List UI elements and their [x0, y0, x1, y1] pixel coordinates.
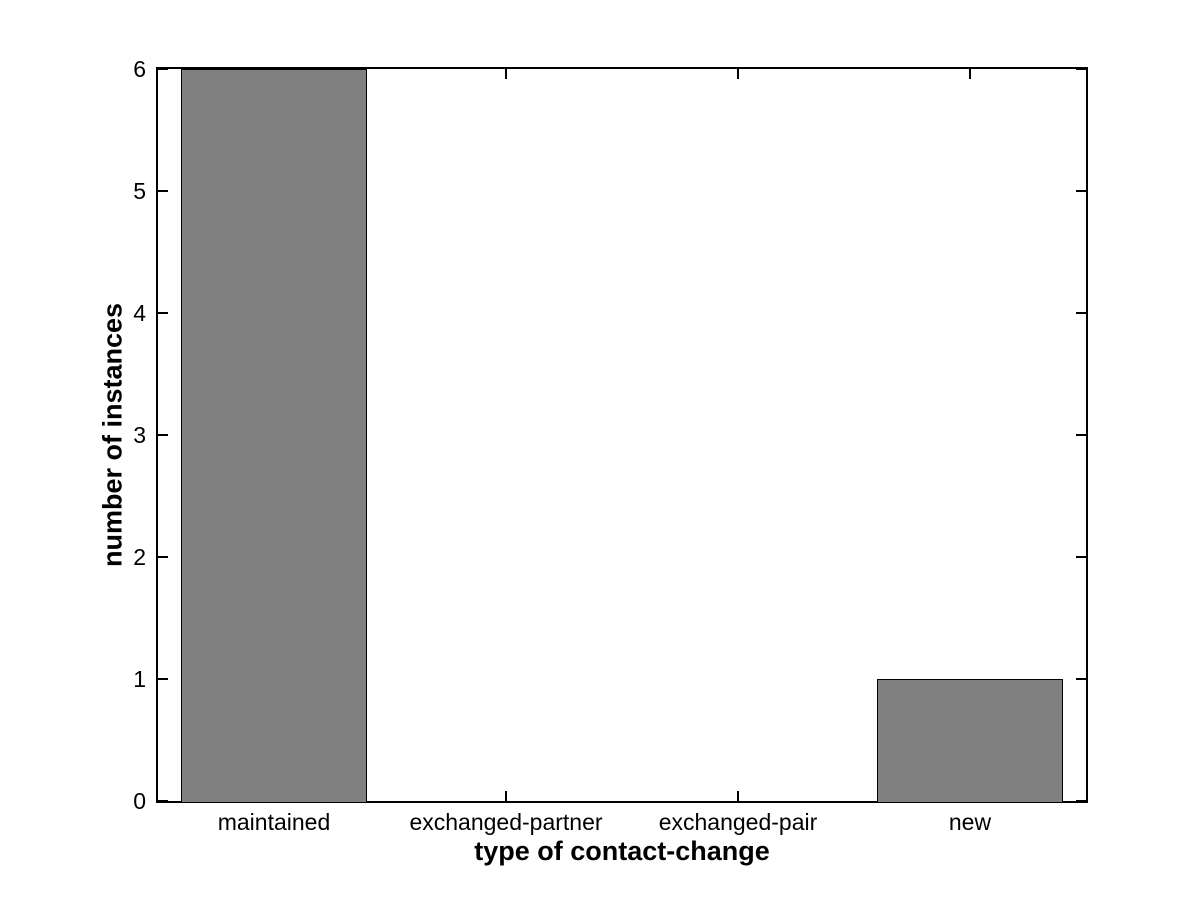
- x-tick-top-new: [969, 69, 971, 79]
- y-tick-label-4: 4: [133, 299, 146, 326]
- y-tick-left-0: [158, 800, 168, 802]
- y-tick-label-5: 5: [133, 177, 146, 204]
- y-tick-label-0: 0: [133, 787, 146, 814]
- y-tick-label-1: 1: [133, 665, 146, 692]
- y-tick-label-2: 2: [133, 543, 146, 570]
- x-tick-label-exchanged-pair: exchanged-pair: [658, 809, 818, 835]
- x-tick-label-new: new: [948, 809, 992, 835]
- y-tick-right-2: [1076, 556, 1086, 558]
- y-tick-right-5: [1076, 190, 1086, 192]
- y-tick-left-1: [158, 678, 168, 680]
- x-tick-bottom-exchanged-pair: [737, 791, 739, 801]
- x-tick-label-maintained: maintained: [217, 809, 331, 835]
- y-tick-right-6: [1076, 68, 1086, 70]
- y-tick-label-6: 6: [133, 55, 146, 82]
- bar-maintained: [181, 69, 367, 803]
- y-axis-title: number of instances: [97, 302, 128, 568]
- x-tick-top-exchanged-pair: [737, 69, 739, 79]
- y-tick-left-2: [158, 556, 168, 558]
- y-tick-right-1: [1076, 678, 1086, 680]
- y-tick-left-5: [158, 190, 168, 192]
- y-tick-right-4: [1076, 312, 1086, 314]
- y-tick-label-3: 3: [133, 421, 146, 448]
- x-tick-bottom-exchanged-partner: [505, 791, 507, 801]
- bar-new: [877, 679, 1063, 803]
- y-tick-right-3: [1076, 434, 1086, 436]
- x-tick-top-exchanged-partner: [505, 69, 507, 79]
- y-tick-right-0: [1076, 800, 1086, 802]
- y-tick-left-4: [158, 312, 168, 314]
- x-tick-label-exchanged-partner: exchanged-partner: [409, 809, 603, 835]
- y-tick-left-3: [158, 434, 168, 436]
- y-tick-left-6: [158, 68, 168, 70]
- x-axis-title: type of contact-change: [474, 836, 770, 866]
